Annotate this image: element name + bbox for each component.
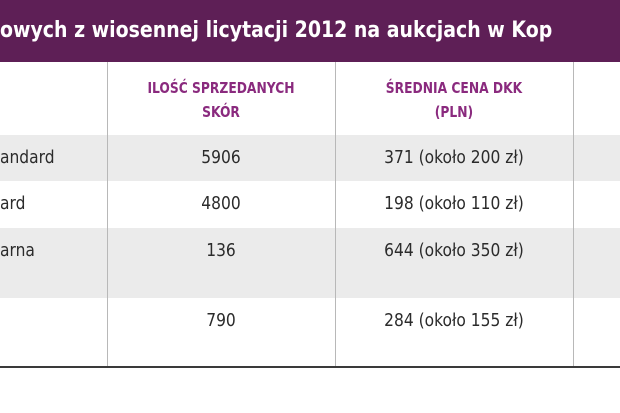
header-price-line-2: (PLN) xyxy=(434,103,474,121)
table-bottom-border xyxy=(0,366,620,368)
column-divider xyxy=(107,62,108,366)
row-quantity: 4800 xyxy=(201,193,241,214)
row-name: andard xyxy=(0,147,55,168)
header-quantity: ILOŚĆ SPRZEDANYCH SKÓR xyxy=(128,76,315,124)
row-price: 644 (około 350 zł) xyxy=(384,240,524,261)
table-title-bar: owych z wiosennej licytacji 2012 na aukc… xyxy=(0,0,620,62)
table-row: andard 5906 371 (około 200 zł) xyxy=(0,135,620,181)
table-row: ard 4800 198 (około 110 zł) xyxy=(0,181,620,228)
row-quantity: 790 xyxy=(206,310,236,331)
table-header xyxy=(0,62,620,135)
header-price: ŚREDNIA CENA DKK (PLN) xyxy=(356,76,551,124)
row-price: 284 (około 155 zł) xyxy=(384,310,524,331)
row-name: arna xyxy=(0,240,35,261)
row-price: 371 (około 200 zł) xyxy=(384,147,524,168)
row-quantity: 5906 xyxy=(201,147,241,168)
table-title: owych z wiosennej licytacji 2012 na aukc… xyxy=(0,18,553,43)
header-quantity-line-1: ILOŚĆ SPRZEDANYCH xyxy=(147,79,295,97)
column-divider xyxy=(335,62,336,366)
column-divider xyxy=(573,62,574,366)
row-name: ard xyxy=(0,193,26,214)
header-quantity-line-2: SKÓR xyxy=(202,103,240,121)
row-price: 198 (około 110 zł) xyxy=(384,193,524,214)
table-row: arna 136 644 (około 350 zł) xyxy=(0,228,620,298)
table-row: 790 284 (około 155 zł) xyxy=(0,298,620,366)
row-quantity: 136 xyxy=(206,240,236,261)
header-price-line-1: ŚREDNIA CENA DKK xyxy=(385,79,523,97)
